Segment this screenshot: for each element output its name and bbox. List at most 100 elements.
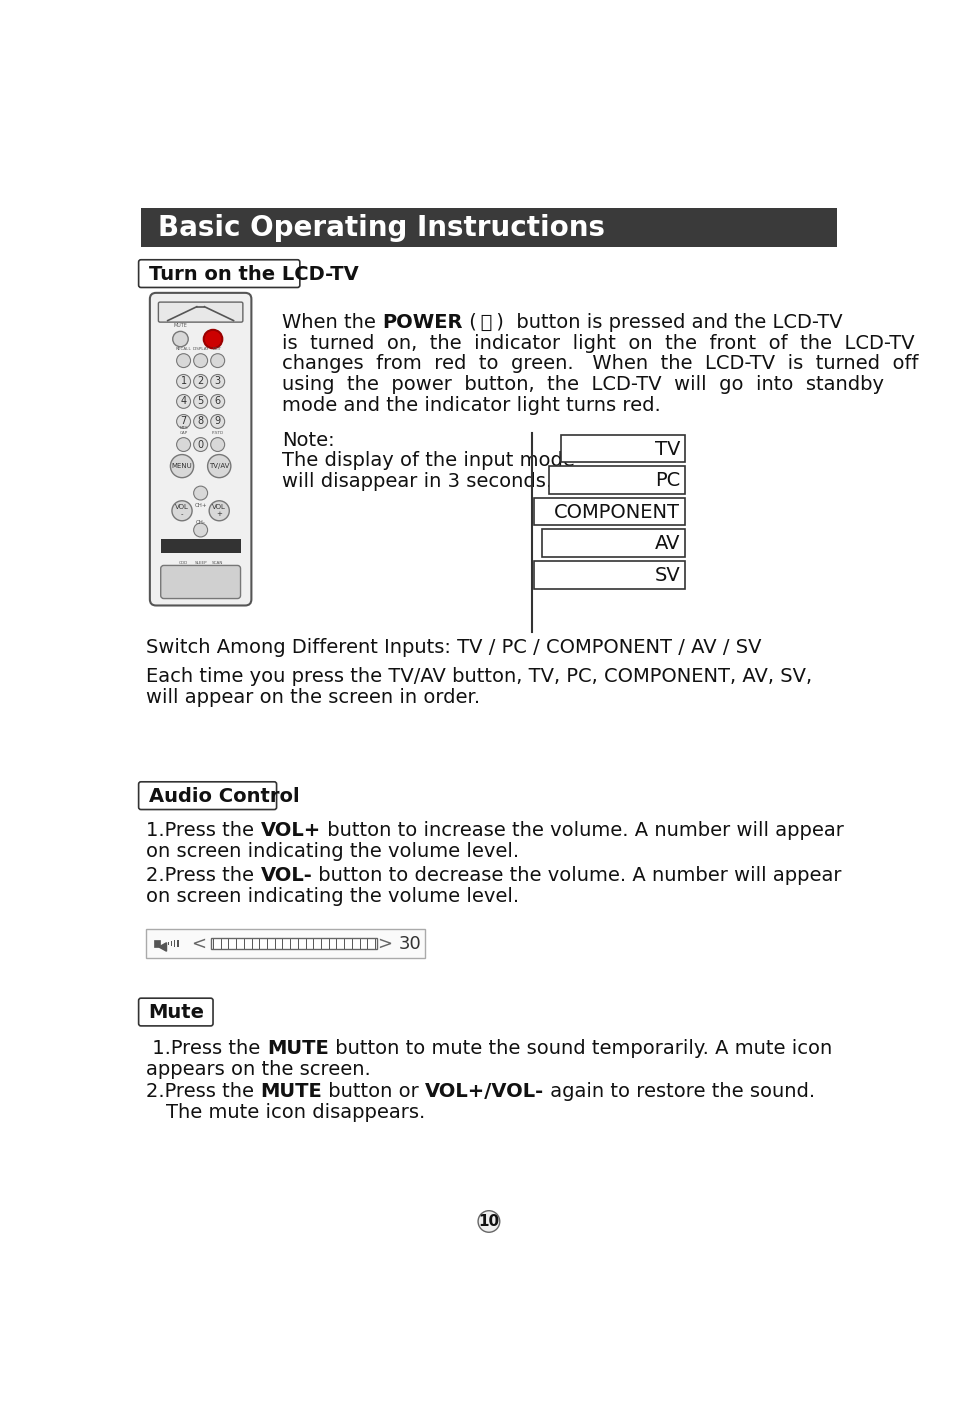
Text: VOL-: VOL- [260,866,312,885]
Circle shape [211,567,224,581]
Circle shape [211,353,224,367]
Text: The mute icon disappears.: The mute icon disappears. [166,1103,424,1122]
Text: POWER: POWER [382,312,462,332]
Text: on screen indicating the volume level.: on screen indicating the volume level. [146,887,519,905]
Text: VOL+/VOL-: VOL+/VOL- [425,1082,544,1101]
Text: will appear on the screen in order.: will appear on the screen in order. [146,688,480,708]
Bar [534,560,684,588]
Text: COD: COD [179,560,188,565]
Text: SLEEP: SLEEP [194,560,207,565]
Circle shape [176,395,191,408]
Text: >: > [376,936,392,953]
Circle shape [176,353,191,367]
Text: on screen indicating the volume level.: on screen indicating the volume level. [146,842,519,860]
Text: mode and the indicator light turns red.: mode and the indicator light turns red. [282,396,660,415]
Text: 4: 4 [180,396,187,406]
Text: MENU: MENU [172,464,193,469]
Circle shape [211,395,224,408]
Text: SV: SV [654,566,679,586]
Text: When the: When the [282,312,382,332]
Circle shape [193,486,208,500]
Circle shape [176,374,191,388]
Text: TV/AV: TV/AV [209,464,229,469]
Text: 1.Press the: 1.Press the [146,821,260,841]
Bar [141,209,836,247]
Bar [160,539,240,553]
Text: 2.Press the: 2.Press the [146,866,260,885]
Circle shape [172,500,192,521]
Text: is  turned  on,  the  indicator  light  on  the  front  of  the  LCD-TV: is turned on, the indicator light on the… [282,333,914,353]
Text: RECALL: RECALL [175,347,192,352]
Text: 9: 9 [214,416,220,426]
Text: 30: 30 [397,936,420,953]
Text: MUTE: MUTE [267,1040,328,1058]
Text: 5: 5 [197,396,204,406]
Bar [549,467,684,493]
Text: VOL
+: VOL + [213,504,226,517]
Bar [154,940,159,947]
Text: ( ⏻ )  button is pressed and the LCD-TV: ( ⏻ ) button is pressed and the LCD-TV [462,312,841,332]
Text: 2.Press the: 2.Press the [146,1082,260,1101]
Text: MUTE: MUTE [260,1082,322,1101]
Bar [171,941,172,946]
Circle shape [211,415,224,429]
Text: appears on the screen.: appears on the screen. [146,1059,371,1079]
Text: again to restore the sound.: again to restore the sound. [544,1082,815,1101]
Text: PC: PC [655,471,679,490]
Circle shape [193,523,208,537]
Text: button or: button or [322,1082,425,1101]
Text: 1: 1 [180,377,187,387]
Text: DISPLAY: DISPLAY [193,347,209,352]
Bar [534,497,684,525]
FancyBboxPatch shape [138,259,299,287]
Text: Switch Among Different Inputs: TV / PC / COMPONENT / AV / SV: Switch Among Different Inputs: TV / PC /… [146,637,761,657]
Text: button to mute the sound temporarily. A mute icon: button to mute the sound temporarily. A … [328,1040,831,1058]
Circle shape [193,395,208,408]
Text: AV: AV [654,534,679,553]
Text: changes  from  red  to  green.   When  the  LCD-TV  is  turned  off: changes from red to green. When the LCD-… [282,354,918,374]
Circle shape [171,454,193,478]
Bar [211,939,377,948]
Circle shape [208,454,231,478]
Text: button to decrease the volume. A number will appear: button to decrease the volume. A number … [312,866,841,885]
Bar [560,434,684,462]
Text: Turn on the LCD-TV: Turn on the LCD-TV [149,265,358,284]
Circle shape [204,329,222,349]
Bar [177,940,178,947]
Text: 0: 0 [197,440,204,450]
Text: 7: 7 [180,416,187,426]
Text: 10: 10 [477,1215,499,1229]
Text: 8: 8 [197,416,204,426]
Text: <: < [192,936,207,953]
Text: The display of the input mode: The display of the input mode [282,451,575,471]
Text: Note:: Note: [282,430,335,450]
Circle shape [193,353,208,367]
Text: button to increase the volume. A number will appear: button to increase the volume. A number … [320,821,842,841]
FancyBboxPatch shape [138,782,276,810]
Circle shape [193,415,208,429]
Text: Mute: Mute [149,1003,205,1023]
Circle shape [209,500,229,521]
Circle shape [211,374,224,388]
Text: COMPONENT: COMPONENT [554,503,679,521]
Bar [168,941,169,946]
Text: Basic Operating Instructions: Basic Operating Instructions [158,214,604,242]
FancyBboxPatch shape [158,303,243,322]
Circle shape [172,332,188,347]
Text: 2: 2 [197,377,204,387]
Bar [146,929,425,958]
Text: 1.Press the: 1.Press the [146,1040,267,1058]
Text: CH+: CH+ [194,503,207,509]
Text: Each time you press the TV/AV button, TV, PC, COMPONENT, AV, SV,: Each time you press the TV/AV button, TV… [146,667,812,686]
Circle shape [176,567,191,581]
Text: P-STD: P-STD [212,430,224,434]
Text: VOL+: VOL+ [260,821,320,841]
Text: will disappear in 3 seconds.: will disappear in 3 seconds. [282,472,552,492]
Text: CH-: CH- [195,520,205,525]
Text: using  the  power  button,  the  LCD-TV  will  go  into  standby: using the power button, the LCD-TV will … [282,375,883,394]
Text: SCAN: SCAN [212,560,223,565]
FancyBboxPatch shape [138,998,213,1026]
FancyBboxPatch shape [150,293,252,605]
Circle shape [193,437,208,451]
FancyBboxPatch shape [160,566,240,598]
